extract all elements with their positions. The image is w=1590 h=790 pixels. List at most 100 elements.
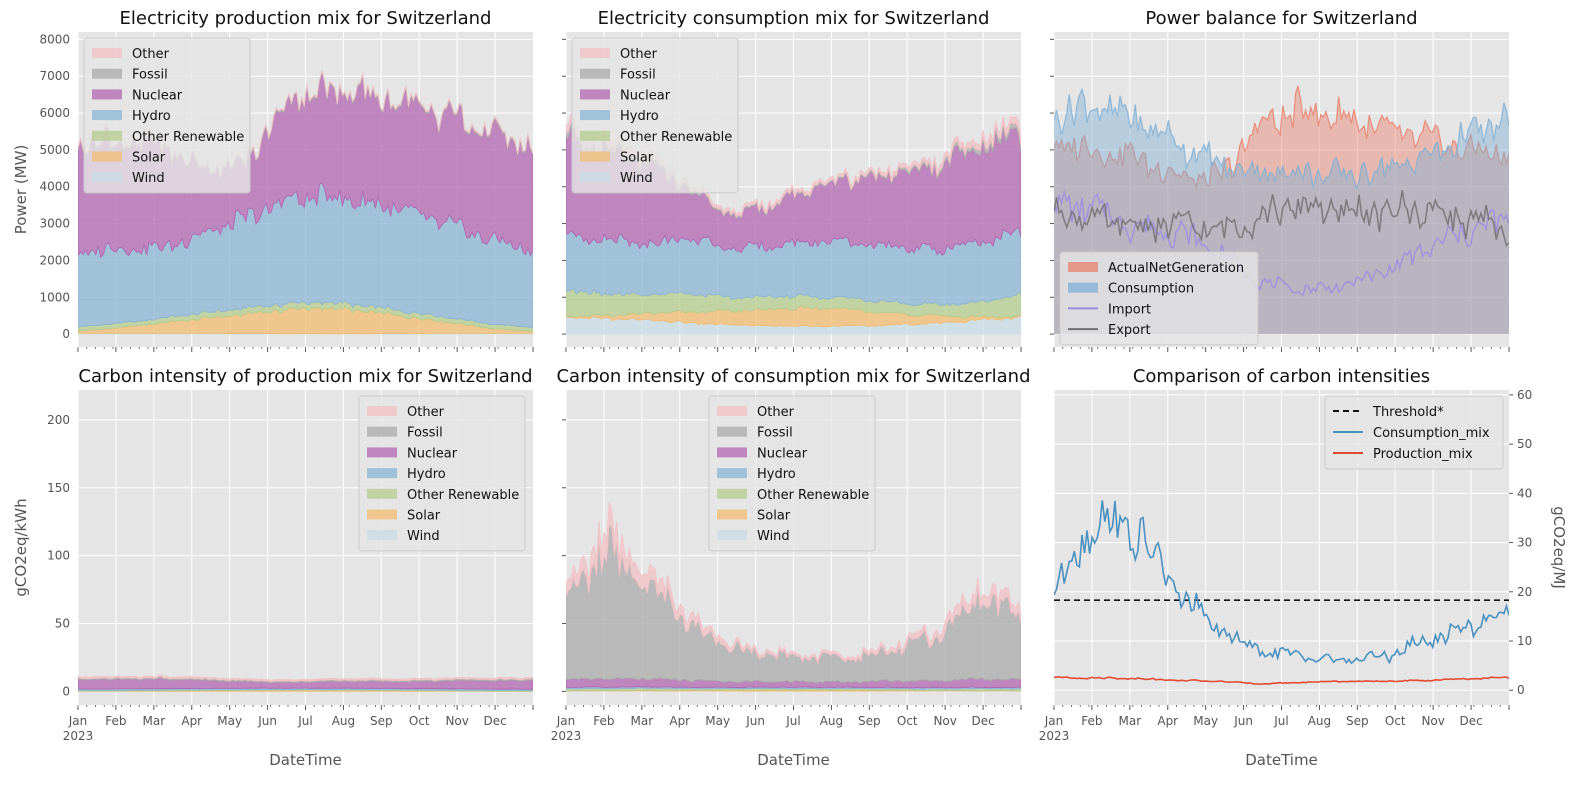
- legend-entry: Solar: [367, 509, 441, 524]
- legend-entry: Other Renewable: [367, 488, 519, 503]
- legend-entry: ActualNetGeneration: [1068, 261, 1244, 276]
- legend-swatch: [92, 48, 122, 58]
- legend-label: Consumption_mix: [1373, 426, 1490, 441]
- x-tick-label: Jun: [1233, 714, 1253, 728]
- x-tick-label: Feb: [105, 714, 126, 728]
- legend-swatch: [367, 530, 397, 541]
- legend-entry: Wind: [367, 529, 440, 544]
- line-export: [1054, 190, 1509, 248]
- x-tick-label: Aug: [1308, 714, 1331, 728]
- legend-entry: Other Renewable: [717, 488, 869, 503]
- x-tick-label: Oct: [409, 714, 430, 728]
- line-consumption: [1054, 87, 1509, 191]
- x-tick-label: Nov: [445, 714, 468, 728]
- legend-swatch: [717, 426, 747, 437]
- legend-label: Production_mix: [1373, 447, 1473, 462]
- y-tick-label: 8000: [39, 32, 70, 46]
- panel-compare: 0 10 20 30 40 50 60 Jan Feb Mar Apr May Jun Jul Aug Sep…: [1039, 366, 1568, 769]
- legend-swatch: [580, 68, 610, 79]
- legend-swatch: [580, 172, 610, 183]
- y-tick-label: 7000: [39, 69, 70, 83]
- data-layer: [78, 70, 533, 335]
- y-tick-label: 100: [47, 549, 70, 563]
- chart-title: Carbon intensity of consumption mix for …: [556, 366, 1030, 387]
- legend-label: Other Renewable: [620, 130, 732, 145]
- legend-swatch: [92, 110, 122, 121]
- y-tick-label: 1000: [39, 290, 70, 304]
- x-tick-label: Jul: [297, 714, 312, 728]
- legend-entry: Hydro: [580, 109, 659, 124]
- data-layer: [566, 112, 1021, 335]
- chart-title: Electricity consumption mix for Switzerl…: [598, 8, 990, 29]
- x-tick-label: Sep: [370, 714, 393, 728]
- legend-entry: Consumption: [1068, 282, 1194, 297]
- x-tick-label: Dec: [1459, 714, 1482, 728]
- x-year-label: 2023: [551, 729, 582, 743]
- x-tick-label: Feb: [1081, 714, 1102, 728]
- y-tick-label: 50: [55, 617, 70, 631]
- x-tick-label: Nov: [1421, 714, 1444, 728]
- legend-label: Wind: [620, 171, 653, 186]
- legend-swatch: [580, 48, 610, 58]
- legend-entry: Fossil: [367, 426, 443, 441]
- legend-box: [708, 395, 876, 552]
- y-axis-label: gCO2eq/MJ: [1550, 506, 1568, 589]
- y-axis-label: Power (MW): [12, 145, 30, 235]
- legend-swatch: [580, 110, 610, 121]
- chart-title: Carbon intensity of production mix for S…: [78, 366, 532, 387]
- legend-swatch: [367, 468, 397, 479]
- legend-entry: Other Renewable: [92, 130, 244, 145]
- legend-swatch: [367, 488, 397, 499]
- legend-label: Nuclear: [757, 446, 808, 461]
- legend-entry: Nuclear: [367, 446, 458, 461]
- legend: Other Fossil Nuclear Hydro Other Renewable So…: [571, 37, 739, 194]
- legend-swatch: [717, 509, 747, 520]
- legend: Other Fossil Nuclear Hydro Other Renewable So…: [83, 37, 251, 194]
- x-tick-label: Feb: [593, 714, 614, 728]
- y-tick-label: 60: [1517, 388, 1532, 402]
- legend-entry: Export: [1068, 323, 1151, 338]
- legend-label: Other: [620, 47, 658, 62]
- legend-swatch: [92, 89, 122, 100]
- y-tick-label: 40: [1517, 486, 1532, 500]
- legend-box: [358, 395, 526, 552]
- legend-entry: Solar: [580, 151, 654, 166]
- legend-label: Nuclear: [132, 88, 183, 103]
- legend-box: [571, 37, 739, 194]
- area-other: [566, 502, 1021, 665]
- y-tick-label: 2000: [39, 253, 70, 267]
- legend-swatch: [580, 130, 610, 141]
- legend-label: Threshold*: [1372, 405, 1444, 420]
- line-production_mix: [1054, 676, 1509, 686]
- x-axis-label: DateTime: [1245, 751, 1318, 769]
- panel-ci_cons: Jan Feb Mar Apr May Jun Jul Aug Sep Oct Nov Dec 2023…: [551, 366, 1031, 769]
- y-tick-label: 200: [47, 413, 70, 427]
- legend-label: Fossil: [757, 426, 793, 441]
- line-actualnetgeneration: [1054, 85, 1509, 190]
- legend-entry: Nuclear: [92, 88, 183, 103]
- x-axis-label: DateTime: [269, 751, 342, 769]
- legend-entry: Wind: [92, 171, 165, 186]
- legend-entry: Hydro: [717, 467, 796, 482]
- x-tick-label: May: [705, 714, 730, 728]
- x-tick-label: Sep: [858, 714, 881, 728]
- legend-swatch: [1068, 282, 1098, 293]
- y-tick-label: 5000: [39, 143, 70, 157]
- legend-label: Hydro: [407, 467, 446, 482]
- legend-label: Export: [1108, 323, 1151, 338]
- legend-entry: Consumption_mix: [1333, 426, 1490, 441]
- legend-label: Nuclear: [407, 446, 458, 461]
- legend-entry: Threshold*: [1333, 405, 1444, 420]
- legend-label: Solar: [620, 151, 654, 166]
- y-tick-label: 30: [1517, 536, 1532, 550]
- legend: Other Fossil Nuclear Hydro Other Renewable So…: [708, 395, 876, 552]
- legend-entry: Wind: [717, 529, 790, 544]
- x-tick-label: Jan: [556, 714, 576, 728]
- x-tick-label: Dec: [971, 714, 994, 728]
- legend-label: Fossil: [132, 68, 168, 83]
- data-layer: [566, 502, 1021, 692]
- y-tick-label: 20: [1517, 585, 1532, 599]
- legend-entry: Other: [717, 405, 795, 420]
- legend-swatch: [92, 172, 122, 183]
